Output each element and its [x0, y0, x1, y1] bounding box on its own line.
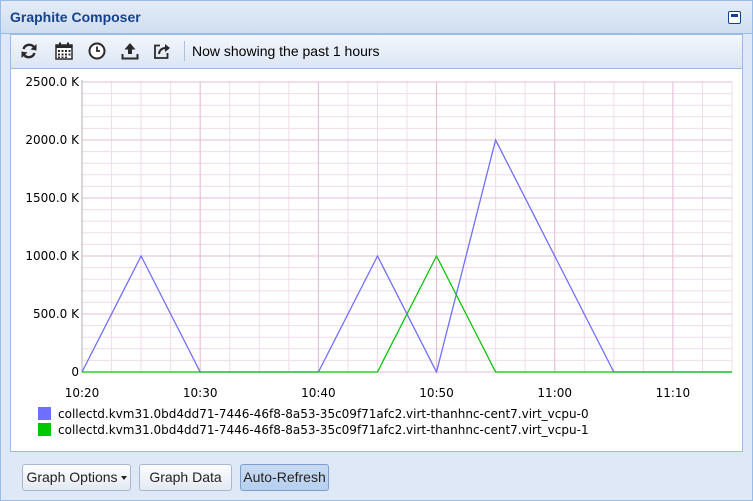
- y-tick-label: 1500.0 K: [25, 191, 80, 205]
- refresh-icon: [21, 43, 37, 59]
- collapse-icon[interactable]: [728, 11, 741, 24]
- x-tick-label: 10:20: [65, 386, 100, 400]
- toolbar-separator: [184, 41, 185, 61]
- auto-refresh-button[interactable]: Auto-Refresh: [240, 464, 329, 491]
- y-tick-label: 500.0 K: [33, 307, 80, 321]
- share-button[interactable]: [150, 40, 174, 62]
- y-tick-label: 2500.0 K: [25, 75, 80, 89]
- legend-swatch-0: [38, 407, 51, 420]
- clock-icon: [88, 42, 106, 60]
- graph-options-label: Graph Options: [26, 469, 118, 485]
- y-tick-label: 0: [71, 365, 79, 379]
- graph-options-button[interactable]: Graph Options: [22, 464, 131, 491]
- clock-button[interactable]: [85, 40, 109, 62]
- dropdown-arrow-icon: [120, 476, 127, 481]
- composer-toolbar: Now showing the past 1 hours: [10, 34, 743, 68]
- graph-chart: 0 500.0 K 1000.0 K 1500.0 K 2000.0 K 2500.0 K…: [25, 75, 733, 437]
- time-range-status: Now showing the past 1 hours: [192, 43, 380, 59]
- x-tick-label: 10:30: [183, 386, 218, 400]
- legend-swatch-1: [38, 423, 51, 436]
- x-tick-label: 10:40: [301, 386, 336, 400]
- x-tick-label: 11:10: [656, 386, 691, 400]
- upload-icon: [121, 43, 139, 60]
- upload-button[interactable]: [118, 40, 142, 62]
- y-tick-label: 2000.0 K: [25, 133, 80, 147]
- x-tick-label: 11:00: [537, 386, 572, 400]
- window-title: Graphite Composer: [10, 9, 141, 25]
- legend-label-1: collectd.kvm31.0bd4dd71-7446-46f8-8a53-3…: [58, 423, 589, 437]
- calendar-button[interactable]: [52, 40, 76, 62]
- bottom-toolbar: Graph Options Graph Data Auto-Refresh: [10, 453, 743, 497]
- y-tick-label: 1000.0 K: [25, 249, 80, 263]
- x-tick-label: 10:50: [419, 386, 454, 400]
- window-titlebar: Graphite Composer: [1, 1, 752, 34]
- graph-panel: 0 500.0 K 1000.0 K 1500.0 K 2000.0 K 2500.0 K…: [10, 68, 743, 452]
- refresh-button[interactable]: [17, 40, 41, 62]
- series-line-1: [82, 254, 732, 373]
- legend-label-0: collectd.kvm31.0bd4dd71-7446-46f8-8a53-3…: [58, 407, 589, 421]
- share-icon: [154, 44, 170, 59]
- graph-data-button[interactable]: Graph Data: [139, 464, 232, 491]
- calendar-icon: [55, 42, 73, 60]
